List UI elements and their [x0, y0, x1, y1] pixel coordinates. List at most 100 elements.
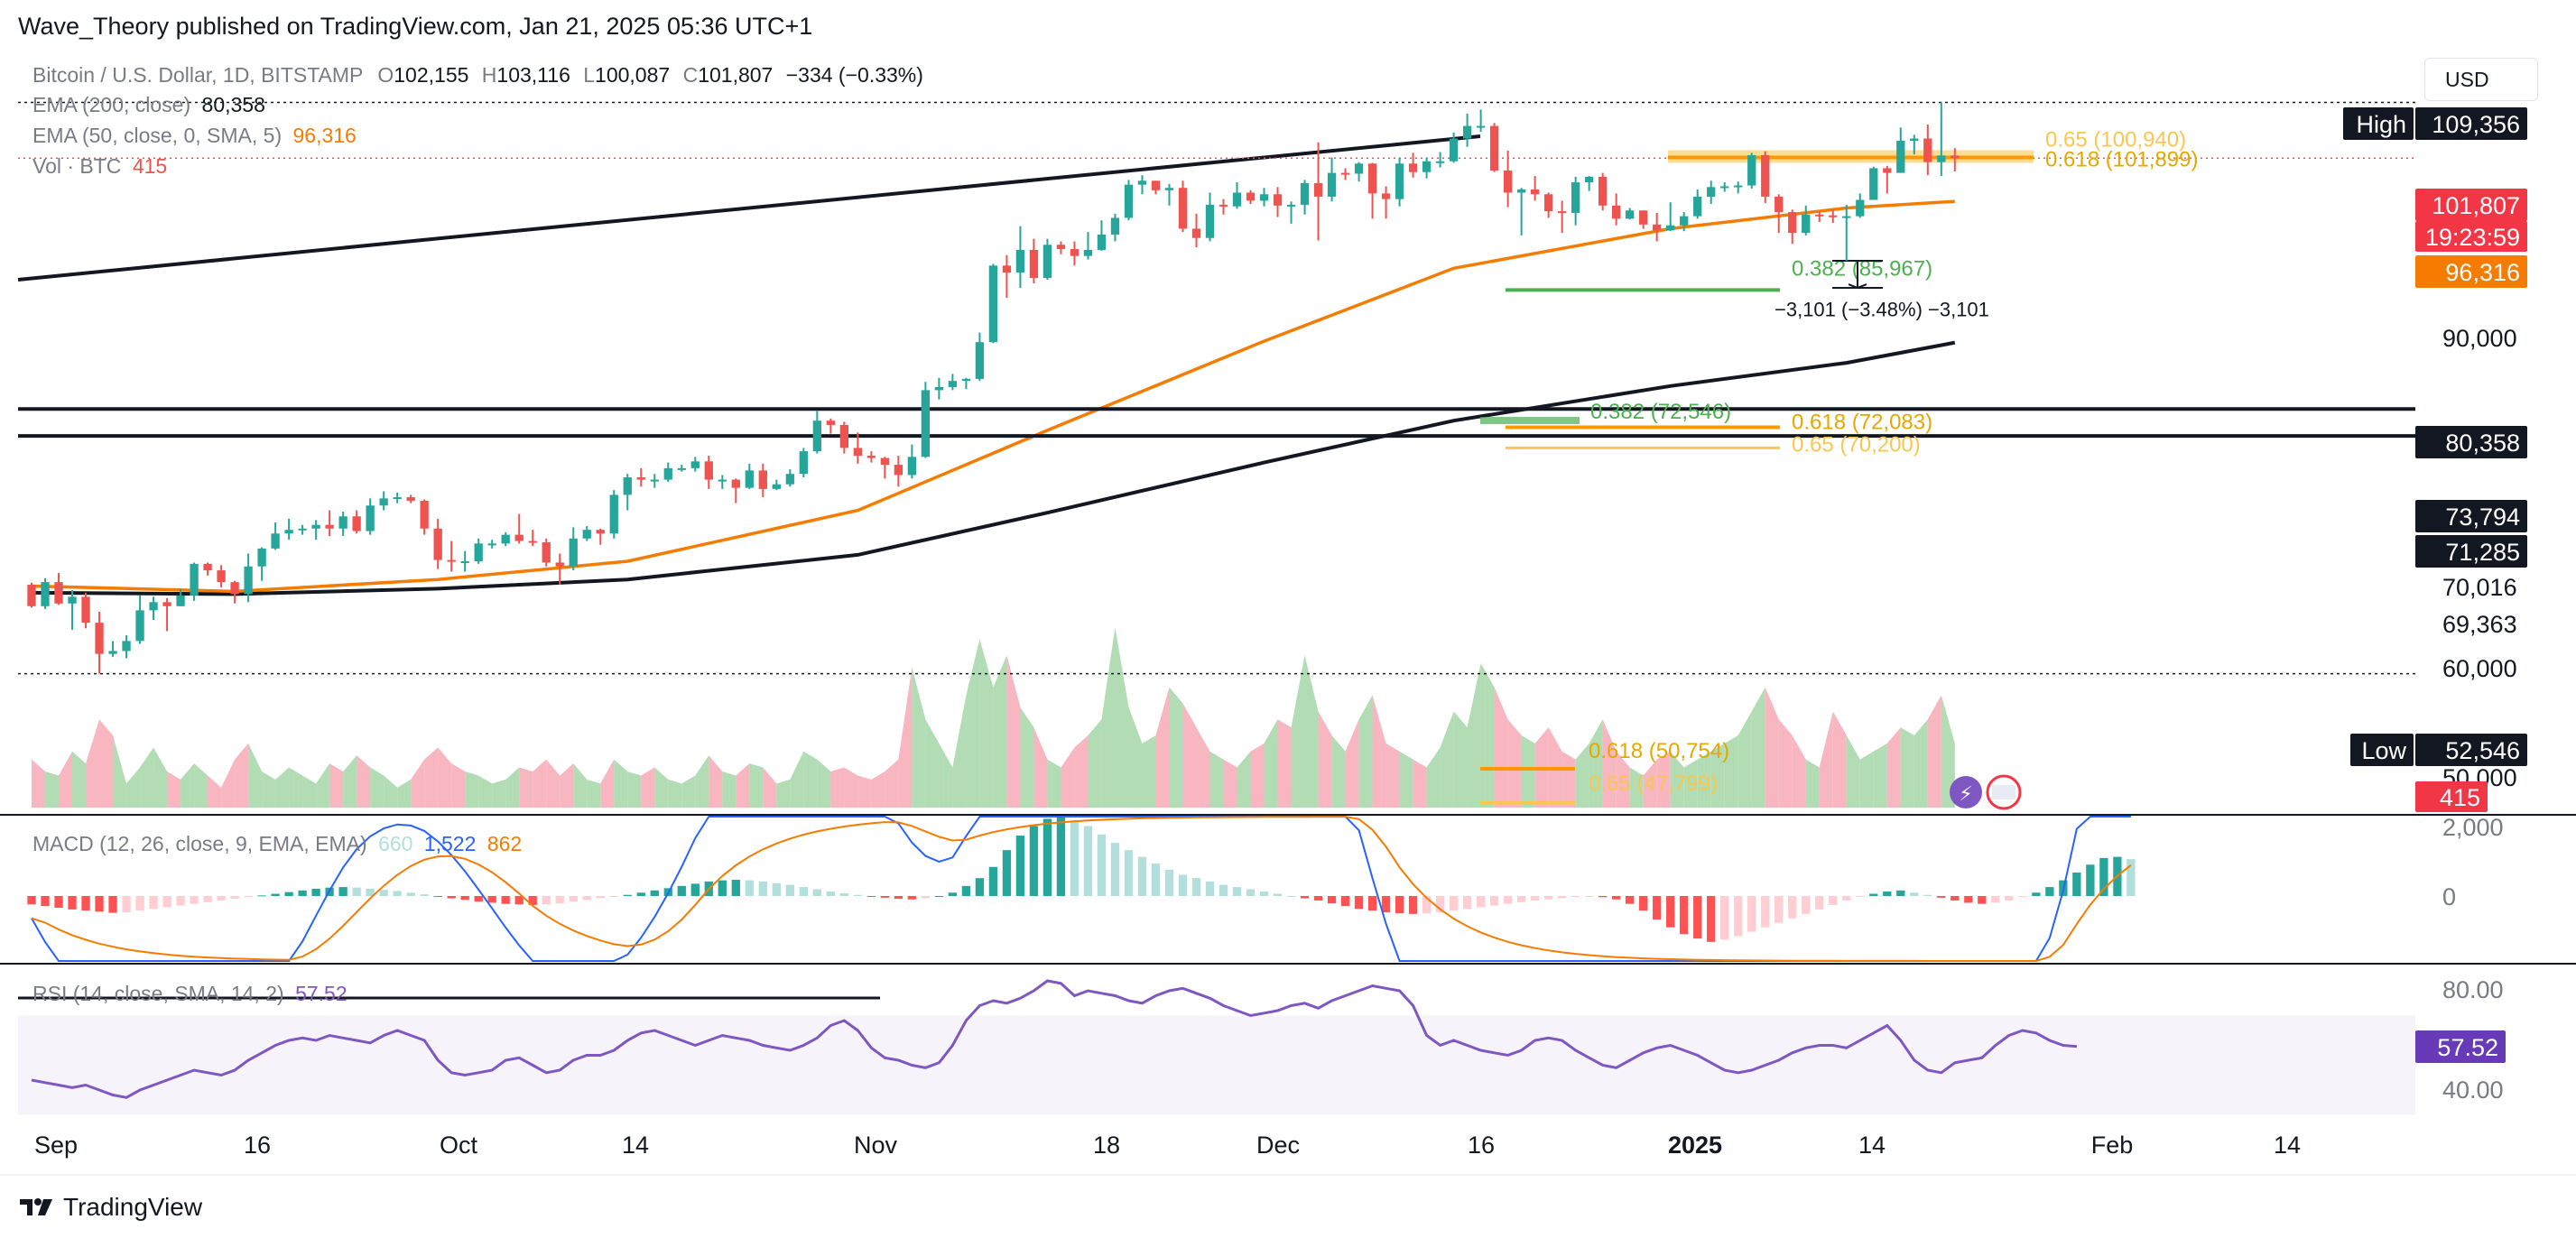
macd-histogram-bar	[1734, 896, 1743, 937]
volume-area-segment	[925, 719, 940, 808]
volume-area-segment	[1291, 655, 1305, 808]
candle-body	[1747, 154, 1756, 186]
macd-histogram-bar	[122, 896, 131, 912]
macd-histogram-bar	[1747, 896, 1756, 932]
symbol-legend: Bitcoin / U.S. Dollar, 1D, BITSTAMP O102…	[32, 63, 923, 87]
level-tag-71285: 71,285	[2445, 539, 2520, 566]
macd-histogram-bar	[1151, 864, 1161, 896]
volume-area-segment	[59, 751, 73, 808]
low-value: 100,087	[595, 63, 671, 87]
candle-body	[217, 570, 226, 583]
high-tag: High	[2356, 111, 2406, 138]
volume-legend[interactable]: Vol · BTC 415	[32, 154, 168, 178]
volume-area-segment	[505, 767, 520, 808]
volume-area-segment	[830, 767, 845, 808]
volume-area-segment	[1670, 751, 1684, 808]
macd-histogram-bar	[1489, 896, 1499, 906]
volume-value: 415	[132, 154, 168, 178]
macd-histogram-bar	[1788, 896, 1797, 919]
candle-body	[1367, 163, 1377, 194]
time-axis-label: Feb	[2091, 1132, 2134, 1159]
macd-histogram-bar	[298, 890, 307, 896]
candle-body	[948, 381, 958, 387]
candle-body	[704, 461, 713, 480]
volume-area-segment	[316, 763, 330, 808]
volume-area-segment	[86, 719, 100, 808]
time-axis-label: 18	[1093, 1132, 1120, 1159]
volume-area-segment	[194, 763, 208, 808]
volume-area-segment	[1561, 751, 1576, 808]
volume-area-segment	[1061, 747, 1075, 808]
volume-area-segment	[1480, 663, 1495, 808]
volume-area-segment	[533, 759, 547, 808]
macd-histogram-bar	[1842, 896, 1851, 901]
volume-area-segment	[1521, 735, 1535, 808]
currency-button[interactable]: USD	[2424, 58, 2538, 101]
candle-body	[1395, 163, 1404, 199]
ema50-legend[interactable]: EMA (50, close, 0, SMA, 5) 96,316	[32, 124, 357, 147]
macd-histogram-bar	[1367, 896, 1377, 911]
macd-histogram-bar	[1381, 896, 1391, 912]
candle-body	[514, 534, 524, 541]
candle-body	[1435, 161, 1445, 163]
candle-body	[1612, 205, 1621, 219]
ema200-legend[interactable]: EMA (200, close) 80,358	[32, 93, 265, 116]
macd-histogram-bar	[176, 896, 185, 906]
candle-body	[745, 470, 754, 488]
volume-area-segment	[1169, 687, 1183, 808]
volume-area-segment	[546, 759, 561, 808]
volume-area-segment	[885, 759, 899, 808]
ema200-tag: 80,358	[2445, 430, 2520, 457]
volume-area-segment	[153, 747, 168, 808]
macd-histogram-bar	[1680, 896, 1689, 935]
volume-area-segment	[1927, 695, 1941, 808]
volume-area-segment	[478, 775, 493, 808]
price-scale-label: 60,000	[2442, 655, 2517, 682]
macd-histogram-bar	[447, 896, 456, 899]
symbol-name: Bitcoin / U.S. Dollar, 1D, BITSTAMP	[32, 63, 363, 87]
macd-histogram-bar	[1462, 896, 1472, 910]
volume-area-segment	[1724, 735, 1738, 808]
volume-area-segment	[1006, 655, 1021, 808]
candle-body	[433, 528, 442, 560]
macd-histogram-bar	[582, 896, 591, 901]
macd-histogram-bar	[217, 896, 226, 901]
macd-histogram-bar	[934, 896, 944, 897]
volume-area-segment	[1142, 735, 1156, 808]
ema200-tag-bg	[2415, 426, 2527, 458]
candle-body	[366, 505, 375, 531]
time-axis-label: Sep	[34, 1132, 78, 1159]
candle-body	[1910, 138, 1919, 142]
candle-body	[1408, 163, 1418, 172]
volume-area-segment	[857, 775, 872, 808]
macd-histogram-bar	[54, 896, 63, 909]
macd-histogram-bar	[1340, 896, 1350, 907]
flag-icon	[1992, 785, 2015, 799]
macd-histogram-bar	[1083, 826, 1093, 896]
macd-histogram-bar	[1435, 896, 1445, 912]
time-axis-label: 14	[2274, 1132, 2301, 1159]
volume-area-segment	[1372, 695, 1386, 808]
candle-body	[636, 477, 645, 480]
candle-body	[1340, 172, 1350, 175]
candle-body	[812, 420, 821, 452]
macd-scale-label: 0	[2442, 883, 2456, 910]
macd-legend[interactable]: MACD (12, 26, close, 9, EMA, EMA) 660 1,…	[32, 832, 523, 855]
candle-body	[690, 461, 700, 468]
candle-body	[731, 479, 740, 488]
volume-area-segment	[1440, 711, 1454, 808]
volume-area-segment	[898, 667, 913, 808]
tradingview-brand[interactable]: TradingView	[20, 1193, 202, 1222]
macd-histogram-bar	[880, 896, 890, 898]
rsi-legend[interactable]: RSI (14, close, SMA, 14, 2) 57.52	[32, 982, 347, 1005]
candle-body	[894, 465, 903, 476]
rsi-line	[31, 979, 2078, 1099]
volume-area-segment	[979, 639, 994, 808]
macd-histogram-bar	[826, 892, 835, 896]
candle-body	[1164, 188, 1174, 190]
time-axis-label: 14	[622, 1132, 649, 1159]
macd-histogram-bar	[366, 888, 375, 896]
macd-histogram-bar	[1666, 896, 1675, 928]
macd-histogram-bar	[41, 896, 50, 907]
